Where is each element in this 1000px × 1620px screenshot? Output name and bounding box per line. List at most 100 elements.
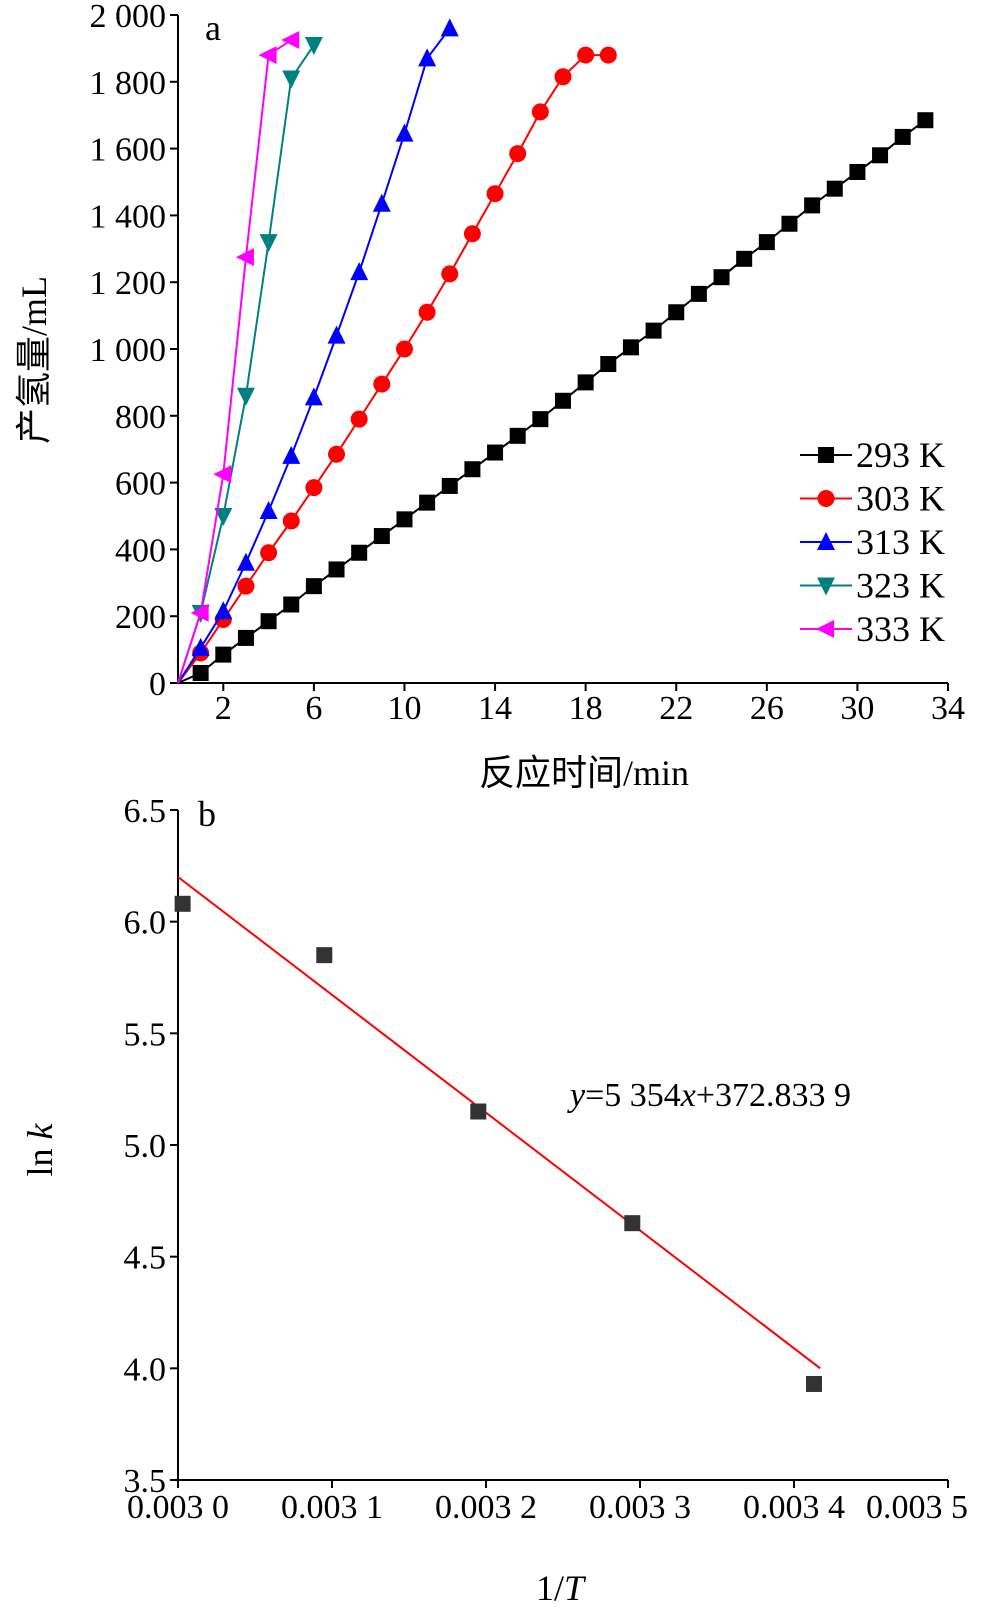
y-tick-labels-a: 0 200 400 600 800 1 000 1 200 1 400 1 600 1 800 2 … (90, 0, 178, 703)
data-point (282, 512, 300, 530)
data-point (373, 528, 390, 545)
fit-line (177, 876, 821, 1370)
x-tick-labels-a: 2 6 10 14 18 22 26 30 34 (215, 683, 965, 727)
data-point (736, 250, 753, 267)
panel-label-b: b (198, 794, 216, 834)
legend-marker (817, 577, 835, 596)
x-tick-label-a: 6 (305, 690, 322, 727)
x-tick-label-a: 10 (387, 690, 421, 727)
y-tick-label-a: 1 200 (90, 265, 167, 302)
x-tick-label-b: 0.003 5 (866, 1489, 968, 1526)
data-point (577, 374, 594, 391)
data-point (826, 180, 843, 197)
data-point (419, 494, 436, 511)
equation-x: x (680, 1077, 696, 1114)
data-point (192, 664, 209, 681)
data-point (372, 193, 391, 212)
fit-equation: y=5 354x+372.833 9 (567, 1077, 851, 1114)
x-axis-title-b-var: T (564, 1568, 587, 1608)
series-group-a (177, 18, 934, 684)
y-tick-label-a: 600 (115, 466, 166, 503)
legend-marker (818, 447, 834, 463)
data-point (599, 46, 617, 64)
data-point (305, 479, 323, 497)
y-tick-label-b: 4.5 (124, 1240, 167, 1277)
data-point (441, 477, 458, 494)
scatter-point (316, 947, 333, 964)
equation-part-2: +372.833 9 (696, 1077, 851, 1114)
x-axis-title-b-prefix: 1/ (536, 1568, 564, 1608)
data-point (327, 325, 346, 344)
data-point (509, 427, 526, 444)
data-point (236, 387, 255, 406)
data-point (418, 48, 437, 67)
legend-label: 303 K (856, 479, 945, 519)
data-point (351, 544, 368, 561)
y-axis-title-b-prefix: ln (20, 1139, 60, 1176)
data-point (304, 37, 323, 56)
y-tick-label-a: 1 800 (90, 65, 167, 102)
scatter-point (470, 1103, 487, 1120)
x-tick-label-a: 14 (478, 690, 512, 727)
data-point (555, 392, 571, 409)
x-tick-label-b: 0.003 3 (589, 1489, 691, 1526)
equation-y: y (567, 1077, 586, 1114)
chart-panel-a: 0 200 400 600 800 1 000 1 200 1 400 1 600 1 800 2 … (14, 0, 965, 793)
data-point (237, 629, 254, 646)
y-axis-title-a: 产氢量/mL (14, 276, 54, 444)
data-point (328, 561, 345, 578)
data-point (373, 375, 391, 393)
data-point (713, 269, 730, 286)
equation-part-1: =5 354 (585, 1077, 681, 1114)
scatter-point (806, 1375, 823, 1392)
scatter-point (624, 1215, 641, 1232)
data-point (577, 46, 595, 64)
data-point (440, 18, 459, 37)
legend-label: 313 K (856, 522, 945, 562)
y-axis-title-b-var: k (20, 1122, 60, 1139)
y-tick-label-b: 3.5 (124, 1463, 167, 1500)
legend-label: 293 K (856, 435, 945, 475)
data-point (350, 410, 368, 428)
data-point (328, 445, 346, 463)
data-point (486, 185, 504, 203)
data-point (487, 444, 504, 461)
data-point (758, 234, 775, 251)
x-tick-labels-b: 0.003 0 0.003 1 0.003 2 0.003 3 0.003 4 0.003… (127, 1480, 968, 1526)
data-point (804, 197, 821, 214)
data-point (917, 112, 934, 129)
data-point (281, 31, 300, 50)
data-point (305, 578, 322, 595)
y-tick-label-a: 400 (115, 532, 166, 569)
y-tick-label-a: 1 600 (90, 132, 167, 169)
data-point (463, 225, 481, 243)
data-point (668, 304, 685, 321)
data-point (237, 577, 255, 595)
data-point (260, 613, 277, 630)
x-tick-label-b: 0.003 4 (743, 1489, 845, 1526)
data-point (849, 163, 866, 180)
data-point (509, 145, 527, 163)
legend-marker (817, 490, 835, 507)
points-group-b (174, 895, 823, 1392)
y-tick-labels-b: 3.5 4.0 4.5 5.0 5.5 6.0 6.5 (124, 793, 178, 1500)
series-303k (177, 46, 617, 684)
data-point (418, 303, 436, 321)
data-point (531, 103, 549, 121)
x-tick-label-a: 2 (215, 690, 232, 727)
data-point (258, 46, 277, 65)
legend-label: 323 K (856, 566, 945, 606)
data-point (894, 128, 911, 145)
data-point (190, 603, 209, 622)
series-313k (177, 18, 459, 684)
y-tick-label-a: 200 (115, 599, 166, 636)
x-tick-label-a: 30 (840, 690, 874, 727)
y-tick-label-a: 800 (115, 399, 166, 436)
y-tick-label-a: 1 400 (90, 198, 167, 235)
data-point (259, 234, 278, 253)
x-tick-label-a: 18 (569, 690, 603, 727)
scatter-point (174, 895, 191, 912)
data-point (304, 387, 323, 406)
